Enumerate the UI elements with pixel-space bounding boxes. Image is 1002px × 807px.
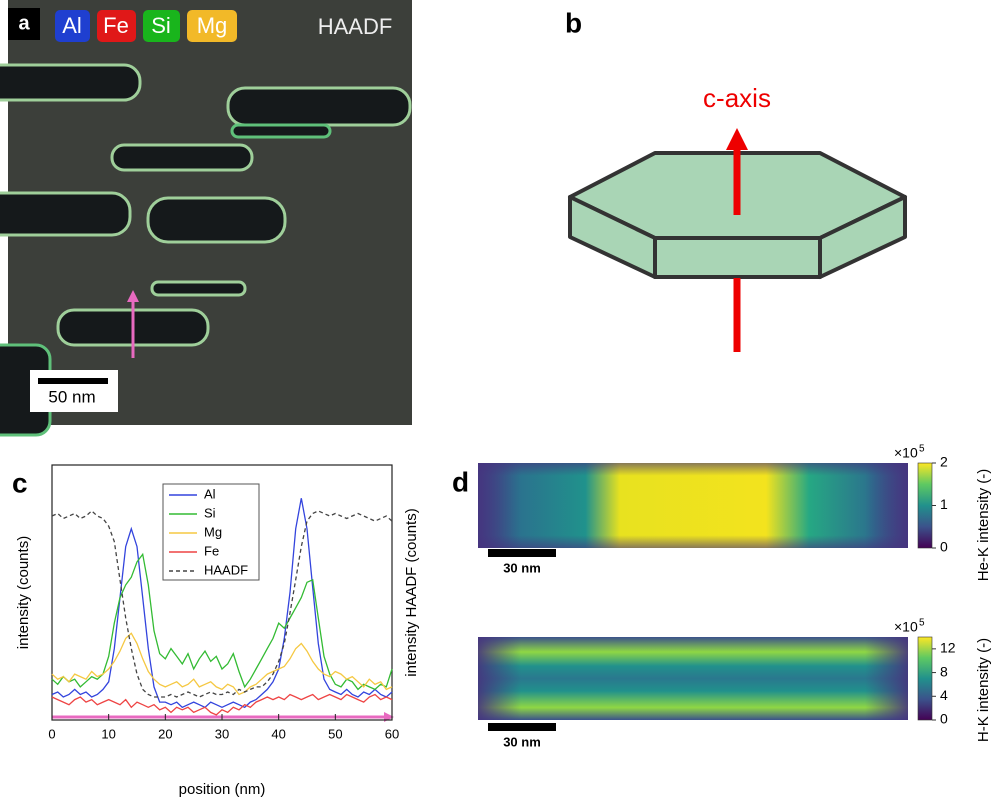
element-label: Si [151, 13, 171, 38]
colorbar [917, 462, 933, 549]
label-box [8, 8, 40, 40]
panel-c: c 0 10 20 30 40 50 60 position (nm) intensity (c… [12, 464, 420, 798]
panel-b: b c-axis [565, 7, 907, 352]
panel-d: d 012×10 5He-K intensity (-)30 nm04812×10… [452, 444, 992, 750]
colorbar-tick-label: 4 [940, 687, 948, 703]
colorbar [917, 636, 933, 721]
legend-label: HAADF [204, 562, 248, 577]
colorbar-tick-label: 1 [940, 496, 948, 512]
scale-bar [488, 549, 556, 557]
mode-label: HAADF [318, 14, 393, 39]
legend-label: Mg [204, 524, 222, 539]
series-line [51, 552, 393, 691]
heatmap-shade [478, 637, 908, 720]
y2-axis-label: intensity HAADF (counts) [403, 508, 420, 676]
panel-label: a [18, 12, 30, 34]
arrowhead [127, 290, 139, 302]
series-line [51, 498, 393, 709]
scale-bar [488, 723, 556, 731]
element-label: Al [62, 13, 82, 38]
scale-bar-box [30, 370, 118, 412]
legend-label: Si [204, 505, 216, 520]
y-axis-label: intensity (counts) [15, 536, 32, 649]
series-line [51, 693, 393, 716]
x-tick-label: 50 [328, 726, 342, 741]
panel-label: c [12, 467, 28, 498]
scale-label: 50 nm [48, 387, 95, 406]
x-tick-label: 60 [385, 726, 399, 741]
prism-side [818, 195, 907, 279]
element-label: Mg [197, 13, 228, 38]
multiplier: ×10 [894, 445, 918, 461]
precipitates [0, 63, 412, 437]
x-tick-label: 40 [271, 726, 285, 741]
panel-a: 50 nm a Al Fe Si Mg HAADF [0, 0, 412, 437]
scale-label: 30 nm [503, 560, 541, 575]
element-label: Fe [103, 13, 129, 38]
scale-label: 30 nm [503, 734, 541, 749]
colorbar-tick-label: 8 [940, 663, 948, 679]
colorbar-label: He-K intensity (-) [975, 469, 992, 582]
legend-box [162, 483, 260, 581]
legend-label: Al [204, 486, 216, 501]
x-tick-label: 0 [48, 726, 55, 741]
panel-label: b [565, 7, 582, 38]
scale-bar [38, 378, 108, 384]
multiplier-exponent: 5 [919, 618, 925, 629]
x-axis-label: position (nm) [179, 781, 266, 798]
colorbar-tick-label: 2 [940, 454, 948, 470]
x-tick-label: 30 [215, 726, 229, 741]
axis-label: c-axis [703, 83, 771, 113]
colorbar-tick-label: 0 [940, 539, 948, 555]
multiplier: ×10 [894, 619, 918, 635]
x-tick-label: 10 [101, 726, 115, 741]
series-line [51, 510, 393, 698]
panel-label: d [452, 466, 469, 497]
series-line [51, 632, 393, 696]
colorbar-tick-label: 12 [940, 640, 956, 656]
multiplier-exponent: 5 [919, 444, 925, 455]
prism-side [653, 236, 822, 279]
arrowhead [726, 128, 748, 150]
legend-label: Fe [204, 543, 219, 558]
colorbar-label: H-K intensity (-) [975, 638, 992, 742]
heatmap-shade [478, 463, 908, 548]
colorbar-tick-label: 0 [940, 711, 948, 727]
x-tick-label: 20 [158, 726, 172, 741]
